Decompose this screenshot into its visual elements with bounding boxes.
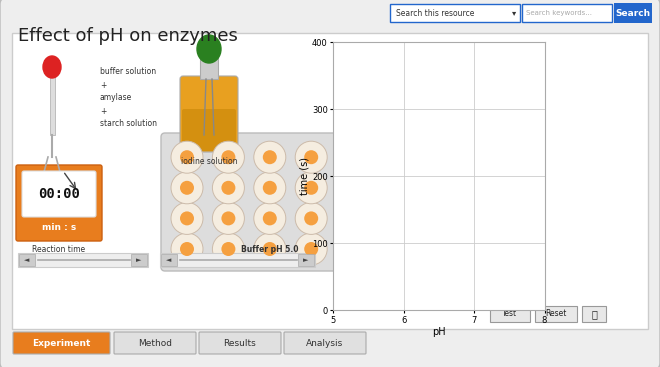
FancyBboxPatch shape — [114, 332, 196, 354]
Text: Search this resource: Search this resource — [396, 8, 475, 18]
FancyBboxPatch shape — [522, 4, 612, 22]
FancyBboxPatch shape — [22, 171, 96, 217]
Circle shape — [346, 211, 360, 225]
Circle shape — [337, 141, 368, 173]
Circle shape — [295, 233, 327, 265]
Y-axis label: time (s): time (s) — [299, 157, 309, 195]
FancyBboxPatch shape — [161, 133, 379, 271]
Circle shape — [304, 242, 318, 256]
Text: Search: Search — [615, 8, 651, 18]
Text: ►: ► — [137, 257, 142, 263]
Circle shape — [304, 181, 318, 195]
FancyBboxPatch shape — [490, 306, 530, 322]
Circle shape — [295, 141, 327, 173]
Text: Reaction time: Reaction time — [32, 246, 86, 254]
Circle shape — [180, 181, 194, 195]
Circle shape — [304, 150, 318, 164]
Ellipse shape — [43, 56, 61, 78]
Circle shape — [346, 181, 360, 195]
Text: starch solution: starch solution — [100, 120, 157, 128]
Circle shape — [263, 150, 277, 164]
FancyBboxPatch shape — [200, 57, 218, 79]
Circle shape — [295, 172, 327, 204]
FancyBboxPatch shape — [180, 76, 238, 152]
FancyBboxPatch shape — [418, 251, 476, 267]
Text: Effect of pH on enzymes: Effect of pH on enzymes — [18, 27, 238, 45]
Text: +: + — [100, 106, 106, 116]
Text: Test: Test — [502, 309, 517, 319]
Text: Reset: Reset — [545, 309, 567, 319]
FancyBboxPatch shape — [535, 306, 577, 322]
Circle shape — [263, 181, 277, 195]
Circle shape — [171, 202, 203, 235]
FancyBboxPatch shape — [614, 3, 652, 23]
Circle shape — [171, 172, 203, 204]
FancyBboxPatch shape — [582, 306, 606, 322]
Circle shape — [171, 233, 203, 265]
Circle shape — [171, 141, 203, 173]
Text: Search keywords...: Search keywords... — [526, 10, 592, 16]
FancyBboxPatch shape — [70, 175, 94, 234]
Text: iodine solution: iodine solution — [181, 157, 237, 166]
Text: Method: Method — [138, 338, 172, 348]
Text: Results: Results — [224, 338, 256, 348]
FancyBboxPatch shape — [284, 332, 366, 354]
FancyBboxPatch shape — [161, 254, 177, 266]
Ellipse shape — [197, 35, 221, 63]
FancyBboxPatch shape — [13, 332, 110, 354]
Circle shape — [254, 141, 286, 173]
Text: ▾: ▾ — [512, 8, 516, 18]
Circle shape — [254, 202, 286, 235]
Text: Clear all: Clear all — [431, 254, 463, 264]
FancyBboxPatch shape — [131, 254, 147, 266]
Circle shape — [213, 172, 244, 204]
Circle shape — [213, 141, 244, 173]
FancyBboxPatch shape — [19, 254, 35, 266]
Text: buffer solution: buffer solution — [100, 68, 156, 76]
FancyBboxPatch shape — [16, 165, 102, 241]
FancyBboxPatch shape — [199, 332, 281, 354]
Circle shape — [213, 233, 244, 265]
Text: Analysis: Analysis — [306, 338, 344, 348]
Circle shape — [221, 150, 236, 164]
FancyBboxPatch shape — [18, 253, 148, 267]
FancyBboxPatch shape — [12, 33, 648, 329]
Circle shape — [337, 172, 368, 204]
Circle shape — [304, 211, 318, 225]
X-axis label: pH: pH — [432, 327, 446, 337]
Circle shape — [295, 202, 327, 235]
Text: amylase: amylase — [100, 94, 132, 102]
FancyBboxPatch shape — [182, 109, 236, 151]
Circle shape — [213, 202, 244, 235]
FancyBboxPatch shape — [390, 4, 520, 22]
Circle shape — [346, 242, 360, 256]
FancyBboxPatch shape — [50, 70, 55, 135]
Text: min : s: min : s — [42, 222, 76, 232]
Circle shape — [221, 181, 236, 195]
Text: Buffer pH 5.0: Buffer pH 5.0 — [242, 246, 299, 254]
Text: ◄: ◄ — [24, 257, 30, 263]
Circle shape — [254, 233, 286, 265]
Text: 00:00: 00:00 — [38, 187, 80, 201]
Text: ►: ► — [304, 257, 309, 263]
Circle shape — [337, 233, 368, 265]
Circle shape — [263, 211, 277, 225]
Text: ◄: ◄ — [166, 257, 172, 263]
Circle shape — [180, 150, 194, 164]
Text: Plot point: Plot point — [360, 254, 397, 264]
Circle shape — [180, 242, 194, 256]
Circle shape — [180, 211, 194, 225]
FancyBboxPatch shape — [345, 251, 413, 267]
FancyBboxPatch shape — [160, 253, 315, 267]
Circle shape — [346, 150, 360, 164]
FancyBboxPatch shape — [298, 254, 314, 266]
FancyBboxPatch shape — [72, 206, 92, 233]
Circle shape — [221, 242, 236, 256]
Circle shape — [221, 211, 236, 225]
Text: ⤢: ⤢ — [591, 309, 597, 319]
Text: +: + — [100, 80, 106, 90]
Circle shape — [337, 202, 368, 235]
Text: Experiment: Experiment — [32, 338, 90, 348]
Circle shape — [263, 242, 277, 256]
